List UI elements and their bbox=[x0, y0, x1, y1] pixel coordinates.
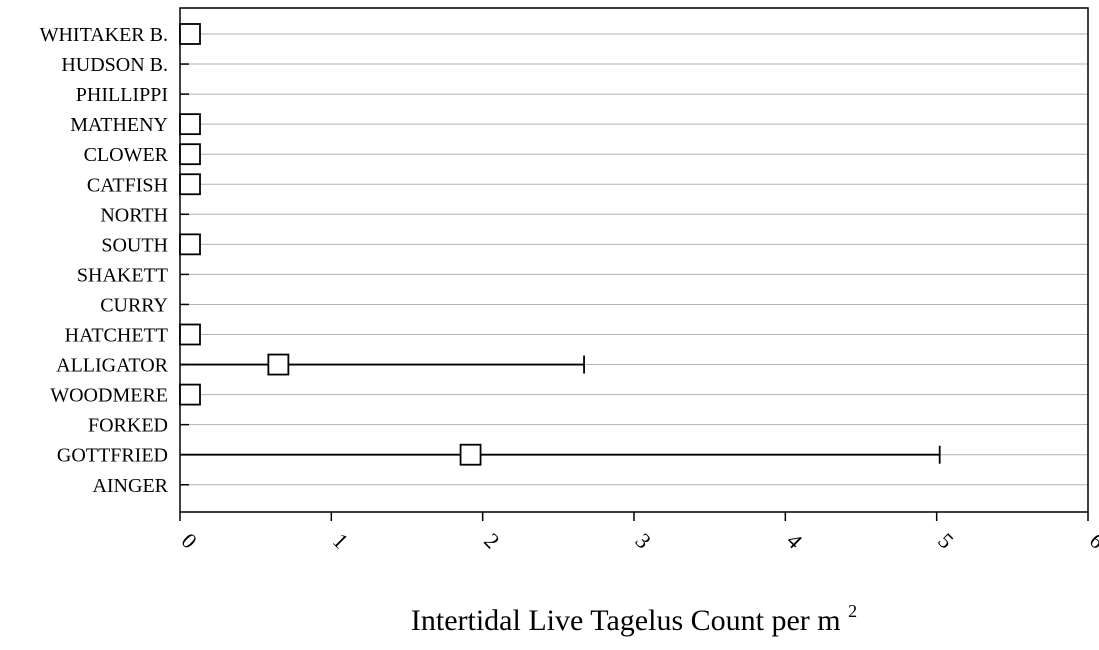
data-point bbox=[179, 23, 201, 45]
x-tick-label: 3 bbox=[631, 528, 656, 553]
plot-frame bbox=[179, 7, 1089, 513]
data-point bbox=[179, 383, 201, 406]
data-point bbox=[179, 323, 201, 346]
x-tick-label: 4 bbox=[782, 528, 807, 553]
x-axis-title: Intertidal Live Tagelus Count per m 2 bbox=[411, 601, 857, 637]
x-axis-title-text: Intertidal Live Tagelus Count per m bbox=[411, 604, 841, 637]
category-label: WOODMERE bbox=[50, 385, 168, 407]
grid-lines bbox=[180, 33, 1088, 486]
x-tick-label: 1 bbox=[328, 528, 353, 553]
category-label: GOTTFRIED bbox=[57, 445, 168, 467]
category-label: CURRY bbox=[100, 294, 168, 316]
x-tick-label: 2 bbox=[479, 528, 504, 553]
data-point bbox=[267, 353, 290, 376]
x-ticks: 0 1 2 3 4 5 6 bbox=[177, 512, 1099, 553]
markers bbox=[179, 23, 482, 466]
x-tick-label: 6 bbox=[1085, 528, 1099, 553]
category-label: SOUTH bbox=[101, 234, 168, 256]
data-point bbox=[179, 113, 201, 136]
error-bars bbox=[180, 355, 941, 464]
category-label: FORKED bbox=[88, 415, 168, 437]
data-point bbox=[459, 443, 482, 466]
data-point bbox=[179, 233, 201, 256]
category-label: CATFISH bbox=[87, 174, 168, 196]
category-label: AINGER bbox=[92, 475, 168, 497]
category-label: NORTH bbox=[100, 204, 168, 226]
data-point bbox=[179, 173, 201, 196]
x-tick-label: 5 bbox=[933, 528, 958, 553]
category-label: ALLIGATOR bbox=[56, 355, 169, 377]
x-tick-label: 0 bbox=[177, 528, 202, 553]
x-axis-title-superscript: 2 bbox=[848, 601, 857, 621]
category-label: WHITAKER B. bbox=[40, 24, 168, 46]
category-label: CLOWER bbox=[84, 144, 169, 166]
category-label: MATHENY bbox=[70, 114, 168, 136]
category-label: HUDSON B. bbox=[61, 54, 168, 76]
data-point bbox=[179, 143, 201, 166]
category-labels: WHITAKER B. HUDSON B. PHILLIPPI MATHENY CLOW… bbox=[40, 24, 169, 497]
category-label: HATCHETT bbox=[65, 325, 168, 347]
category-label: SHAKETT bbox=[77, 264, 168, 286]
category-label: PHILLIPPI bbox=[76, 84, 168, 106]
